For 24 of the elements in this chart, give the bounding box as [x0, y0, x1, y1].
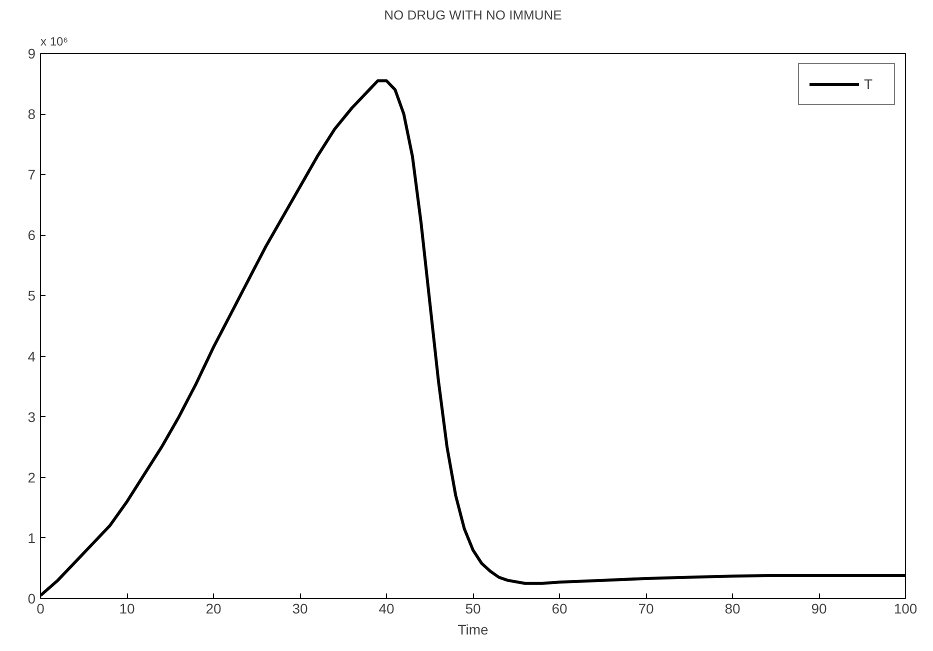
x-tick-label: 60 — [552, 600, 568, 616]
x-tick-label: 30 — [292, 600, 308, 616]
x-tick-label: 50 — [465, 600, 481, 616]
x-tick-label: 90 — [811, 600, 827, 616]
y-tick-label: 3 — [28, 408, 36, 425]
y-tick-label: 6 — [28, 227, 36, 244]
y-tick-label: 5 — [28, 288, 36, 304]
x-tick-label: 20 — [206, 600, 222, 616]
y-tick-label: 2 — [28, 469, 36, 486]
chart-title: NO DRUG WITH NO IMMUNE — [384, 8, 562, 22]
x-tick-label: 40 — [378, 600, 394, 616]
y-tick-label: 8 — [28, 106, 36, 122]
x-tick-label: 100 — [894, 600, 918, 616]
y-tick-label: 9 — [28, 46, 36, 62]
x-tick-label: 80 — [724, 600, 740, 616]
y-tick-label: 1 — [28, 530, 36, 546]
legend-label: T — [864, 76, 874, 92]
x-axis-title: Time — [458, 622, 489, 638]
x-tick-label: 10 — [119, 600, 135, 616]
y-tick-label: 4 — [28, 348, 36, 364]
text: x 10⁶ — [40, 34, 68, 48]
y-tick-label: 7 — [28, 166, 36, 183]
x-tick-label: 70 — [638, 600, 654, 616]
y-tick-label: 0 — [28, 590, 36, 606]
